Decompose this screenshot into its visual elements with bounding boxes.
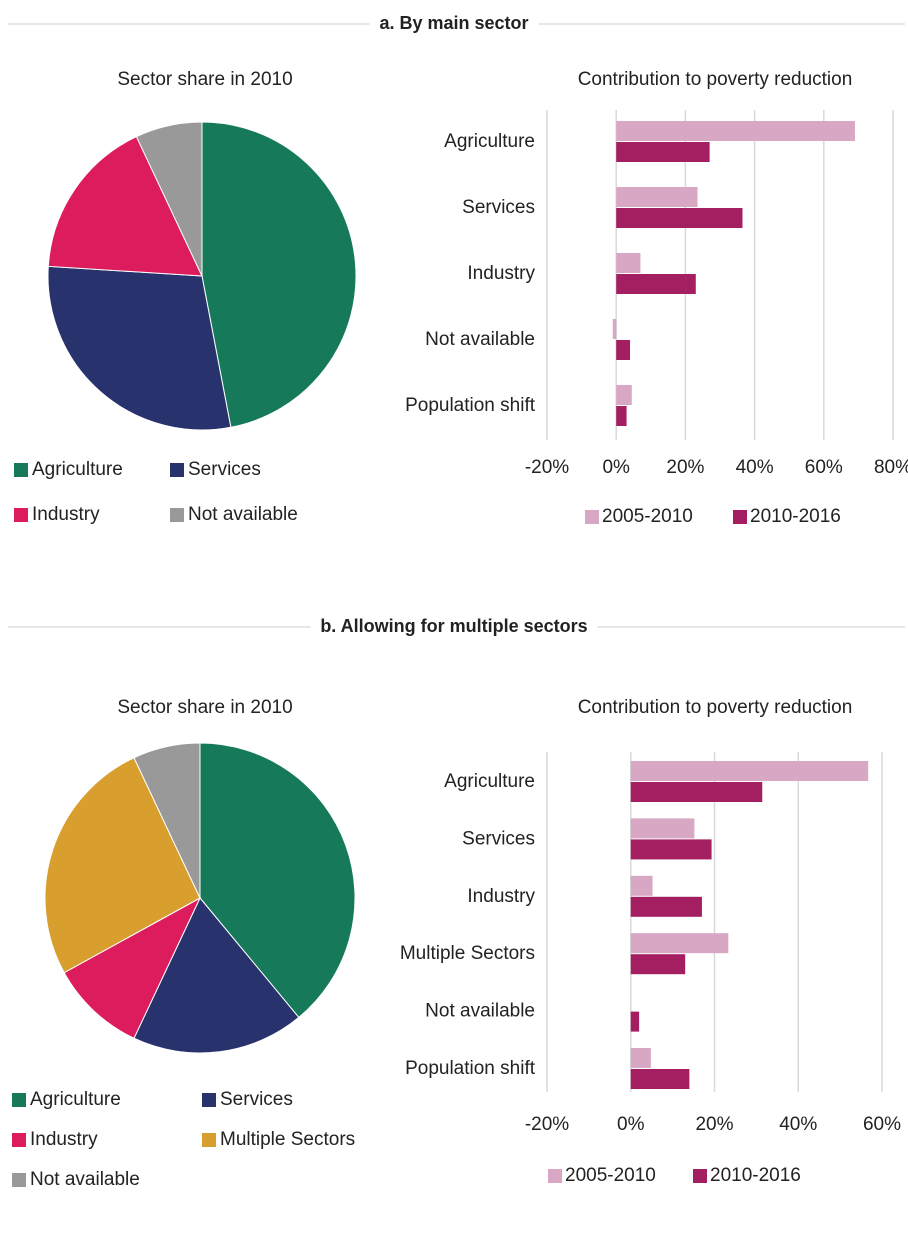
chart-title: Contribution to poverty reduction (578, 697, 853, 718)
pie-slice (133, 897, 300, 1054)
pie-slice (44, 757, 201, 974)
y-tick-label: Population shift (405, 395, 536, 416)
legend-swatch (170, 508, 184, 522)
bar (630, 896, 702, 917)
legend-swatch (548, 1169, 562, 1183)
legend-swatch (14, 508, 28, 522)
section-header-bg (369, 12, 539, 33)
y-tick-label: Industry (467, 886, 535, 907)
x-tick-label: -20% (525, 1114, 569, 1135)
y-tick-label: Industry (467, 263, 535, 284)
section-header-bg (310, 615, 598, 636)
bar (630, 761, 869, 781)
legend-label: Multiple Sectors (220, 1129, 355, 1150)
x-tick-label: 80% (874, 457, 908, 478)
y-tick-label: Services (462, 197, 535, 218)
pie-slice (201, 121, 357, 428)
bar (616, 121, 855, 141)
legend-swatch (170, 463, 184, 477)
bar (616, 340, 631, 360)
bar (616, 142, 710, 162)
y-tick-label: Agriculture (444, 771, 535, 792)
legend-swatch (12, 1093, 26, 1107)
bar (630, 1069, 690, 1089)
legend-swatch (733, 510, 747, 524)
legend-label: Not available (188, 504, 298, 525)
section-header: b. Allowing for multiple sectors (320, 616, 587, 636)
bar (630, 954, 686, 975)
pie-slice (133, 742, 201, 899)
legend-label: Services (220, 1089, 293, 1110)
legend-swatch (202, 1133, 216, 1147)
x-tick-label: 0% (602, 457, 630, 478)
pie-slice (47, 265, 232, 431)
legend-swatch (585, 510, 599, 524)
y-tick-label: Not available (425, 329, 535, 350)
x-tick-label: -20% (525, 457, 569, 478)
legend-label: Not available (30, 1169, 140, 1190)
pie-slice (47, 135, 203, 277)
y-tick-label: Services (462, 828, 535, 849)
legend-label: Agriculture (30, 1089, 121, 1110)
bar (616, 208, 743, 228)
legend-swatch (693, 1169, 707, 1183)
y-tick-label: Population shift (405, 1058, 536, 1079)
bar (630, 933, 729, 954)
legend-label: Agriculture (32, 459, 123, 480)
x-tick-label: 60% (863, 1114, 901, 1135)
legend-swatch (12, 1133, 26, 1147)
legend-label: Industry (30, 1129, 98, 1150)
y-tick-label: Agriculture (444, 131, 535, 152)
legend-swatch (14, 463, 28, 477)
x-tick-label: 20% (666, 457, 704, 478)
bar (612, 319, 617, 339)
bar (630, 782, 763, 802)
bar (616, 385, 632, 405)
x-tick-label: 40% (736, 457, 774, 478)
legend-swatch (12, 1173, 26, 1187)
legend-label: 2010-2016 (710, 1165, 801, 1186)
y-tick-label: Multiple Sectors (400, 943, 535, 964)
chart-title: Contribution to poverty reduction (578, 69, 853, 90)
bar (630, 1048, 651, 1068)
bar (616, 253, 641, 273)
bar (616, 274, 696, 294)
pie-slice (199, 742, 356, 1019)
bar (616, 406, 627, 426)
chart-title: Sector share in 2010 (117, 69, 292, 90)
legend-label: Services (188, 459, 261, 480)
x-tick-label: 60% (805, 457, 843, 478)
section-header: a. By main sector (379, 13, 528, 33)
legend-label: 2005-2010 (565, 1165, 656, 1186)
legend-swatch (202, 1093, 216, 1107)
legend-label: 2005-2010 (602, 506, 693, 527)
x-tick-label: 0% (617, 1114, 645, 1135)
chart-title: Sector share in 2010 (117, 697, 292, 718)
pie-slice (135, 121, 203, 277)
legend-label: Industry (32, 504, 100, 525)
legend-label: 2010-2016 (750, 506, 841, 527)
bar (616, 187, 698, 207)
x-tick-label: 20% (695, 1114, 733, 1135)
y-tick-label: Not available (425, 1001, 535, 1022)
bar (630, 1011, 640, 1032)
pie-slice (63, 896, 202, 1039)
bar (630, 875, 653, 896)
bar (630, 818, 695, 839)
x-tick-label: 40% (779, 1114, 817, 1135)
bar (630, 839, 712, 860)
